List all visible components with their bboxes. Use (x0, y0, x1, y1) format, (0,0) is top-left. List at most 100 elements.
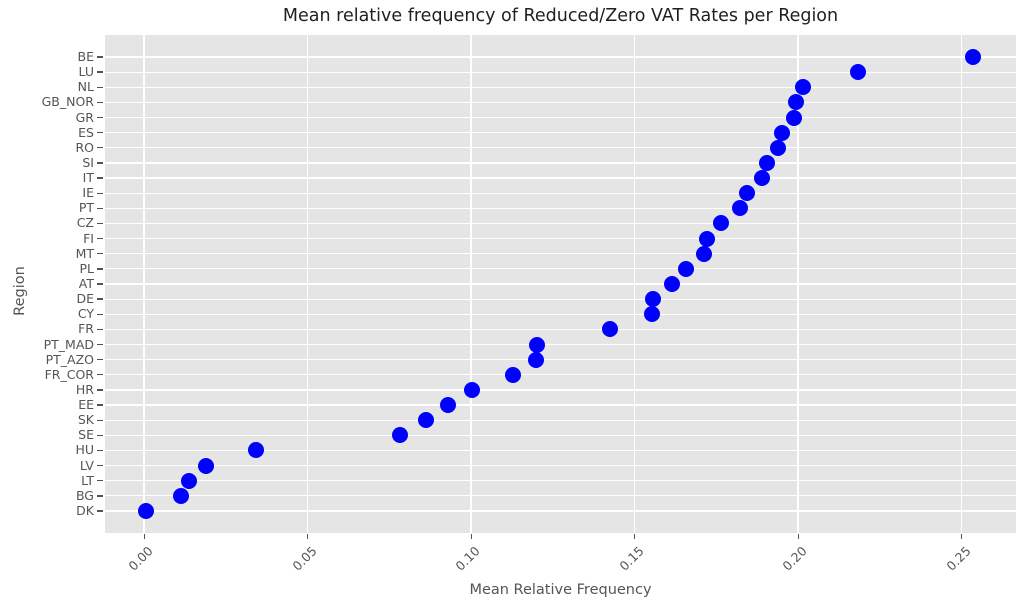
data-point-NL (794, 79, 811, 96)
data-point-FR (601, 321, 618, 338)
y-tick-mark (97, 298, 103, 300)
y-tick-label: HR (75, 381, 94, 397)
gridline-horizontal (105, 465, 1016, 467)
y-tick-mark (97, 404, 103, 406)
data-point-ES (773, 124, 790, 141)
x-tick-mark (797, 534, 799, 539)
gridline-horizontal (105, 238, 1016, 240)
y-tick-mark (97, 313, 103, 315)
y-tick-mark (97, 131, 103, 134)
data-point-IT (753, 170, 770, 187)
data-point-AT (664, 276, 680, 292)
gridline-horizontal (105, 86, 1016, 88)
data-point-HR (463, 381, 480, 398)
y-tick-label: MT (75, 245, 94, 261)
y-tick-label: RO (75, 139, 94, 155)
x-tick-mark (143, 534, 145, 539)
y-tick-label: ES (78, 124, 94, 140)
gridline-horizontal (105, 359, 1016, 361)
y-tick-mark (97, 358, 103, 361)
gridline-horizontal (105, 101, 1016, 103)
y-tick-mark (97, 56, 103, 58)
gridline-horizontal (105, 419, 1016, 421)
y-tick-label: AT (78, 276, 94, 291)
y-tick-mark (97, 510, 103, 512)
gridline-horizontal (105, 268, 1016, 270)
gridline-horizontal (105, 207, 1016, 209)
y-tick-mark (97, 343, 103, 346)
data-point-FI (698, 230, 715, 247)
y-tick-mark (97, 237, 103, 240)
gridline-horizontal (105, 162, 1016, 164)
y-axis-label: Region (12, 266, 28, 316)
y-tick-mark (97, 116, 103, 119)
y-tick-label: SK (77, 412, 94, 428)
y-tick-mark (97, 283, 103, 285)
y-tick-label: PT (78, 200, 94, 216)
data-point-SI (758, 154, 775, 171)
y-tick-mark (97, 389, 103, 391)
gridline-vertical (470, 35, 472, 533)
y-tick-label: FI (83, 230, 94, 246)
y-tick-mark (97, 374, 103, 376)
data-point-IE (738, 185, 755, 202)
chart-title: Mean relative frequency of Reduced/Zero … (282, 6, 839, 26)
y-tick-label: FR (78, 321, 94, 337)
y-tick-mark (97, 419, 103, 421)
gridline-horizontal (105, 389, 1016, 391)
data-point-PT (732, 200, 749, 217)
x-tick-mark (634, 534, 636, 539)
gridline-vertical (306, 35, 309, 533)
y-tick-mark (97, 207, 103, 210)
y-tick-label: BE (77, 49, 94, 64)
y-tick-mark (97, 495, 103, 497)
gridline-horizontal (105, 328, 1016, 330)
gridline-horizontal (105, 253, 1016, 255)
data-point-LT (181, 472, 198, 489)
gridline-horizontal (105, 343, 1016, 346)
y-tick-mark (97, 101, 103, 104)
gridline-horizontal (105, 283, 1016, 285)
gridline-horizontal (105, 449, 1016, 452)
data-point-LU (850, 64, 867, 81)
gridline-horizontal (105, 116, 1016, 119)
data-point-PL (678, 260, 695, 277)
y-tick-mark (97, 147, 103, 149)
plot-area (105, 35, 1016, 533)
gridline-horizontal (105, 313, 1016, 315)
data-point-BE (965, 49, 982, 65)
y-tick-mark (97, 434, 103, 437)
x-axis-label: Mean Relative Frequency (469, 582, 652, 598)
y-tick-mark (97, 162, 103, 164)
gridline-horizontal (105, 177, 1016, 179)
data-point-HU (248, 442, 265, 459)
data-point-FR_COR (505, 366, 522, 383)
gridline-horizontal (105, 56, 1016, 58)
y-tick-label: IT (82, 170, 94, 186)
data-point-EE (440, 397, 456, 414)
y-tick-label: NL (77, 79, 94, 95)
y-tick-label: EE (78, 397, 94, 413)
data-point-BG (172, 487, 189, 504)
y-tick-mark (97, 253, 103, 255)
gridline-horizontal (105, 434, 1016, 436)
y-tick-mark (97, 71, 103, 73)
y-tick-label: CY (77, 306, 94, 322)
data-point-RO (770, 139, 787, 156)
y-tick-mark (97, 268, 103, 270)
data-point-DE (644, 291, 661, 308)
gridline-horizontal (105, 510, 1016, 512)
data-point-PT_MAD (528, 336, 545, 353)
x-tick-label: 0.25 (943, 543, 974, 574)
x-tick-mark (307, 534, 309, 539)
y-tick-label: HU (75, 442, 94, 458)
y-tick-label: GB_NOR (41, 94, 94, 110)
data-point-SE (391, 427, 408, 444)
gridline-vertical (143, 35, 145, 533)
data-point-SK (417, 412, 434, 429)
data-point-GR (785, 109, 802, 126)
y-tick-label: SI (82, 154, 94, 170)
x-tick-mark (470, 534, 472, 539)
gridline-horizontal (105, 222, 1016, 225)
y-tick-label: CZ (76, 215, 94, 231)
